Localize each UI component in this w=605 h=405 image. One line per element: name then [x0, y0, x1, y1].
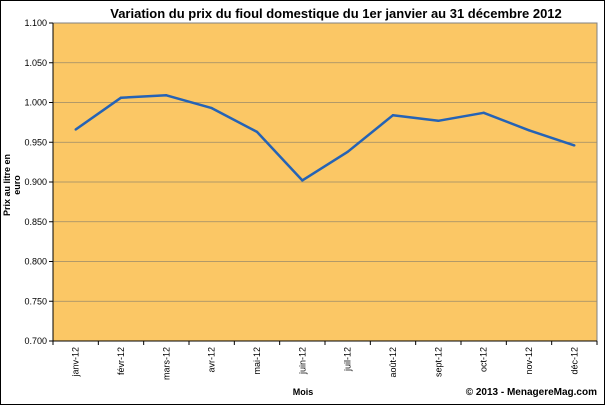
data-point — [301, 179, 304, 182]
x-tick-label: juin-12 — [297, 347, 307, 375]
y-tick-label: 0.700 — [24, 336, 47, 346]
x-tick-label: avr-12 — [207, 347, 217, 373]
data-point — [74, 128, 77, 131]
series-line — [74, 94, 575, 182]
x-tick-label: oct-12 — [479, 347, 489, 372]
x-tick-label: juil-12 — [343, 347, 353, 372]
data-point — [527, 129, 531, 132]
y-tick-label: 0.850 — [24, 217, 47, 227]
data-point — [210, 106, 213, 110]
x-tick-label: mai-12 — [252, 347, 262, 375]
data-point — [165, 94, 168, 97]
y-tick-label: 0.800 — [24, 257, 47, 267]
x-tick-label: janv-12 — [71, 347, 81, 378]
y-tick-label: 1.050 — [24, 58, 47, 68]
x-axis-label: Mois — [292, 387, 314, 397]
x-tick-label: août-12 — [388, 347, 398, 378]
y-tick-label: 0.900 — [24, 177, 47, 187]
data-point — [437, 119, 440, 122]
y-tick-label: 1.000 — [24, 98, 47, 108]
data-point — [482, 111, 485, 115]
y-tick-label: 1.100 — [24, 18, 47, 28]
y-tick-label: 0.750 — [24, 296, 47, 306]
x-tick-label: mars-12 — [161, 347, 171, 380]
x-tick-label: nov-12 — [524, 347, 534, 375]
data-point — [119, 96, 123, 99]
data-point — [573, 144, 576, 147]
data-point — [391, 114, 395, 117]
data-point — [346, 150, 349, 153]
x-tick-label: déc-12 — [569, 347, 579, 375]
y-tick-label: 0.950 — [24, 137, 47, 147]
x-tick-label: févr-12 — [116, 347, 126, 375]
data-point — [255, 130, 259, 134]
x-tick-label: sept-12 — [433, 347, 443, 377]
copyright-text: © 2013 - MenagereMag.com — [465, 387, 597, 398]
chart-title: Variation du prix du fioul domestique du… — [110, 6, 562, 21]
